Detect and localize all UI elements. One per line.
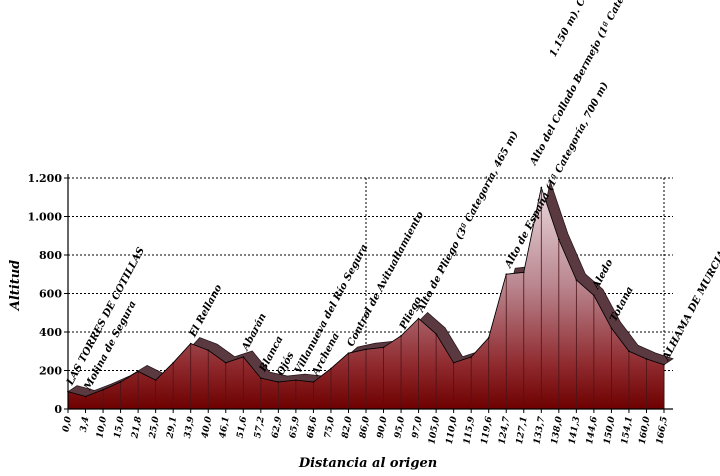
waypoint-label-5: Ojós [275,350,296,377]
x-tick-label-17: 86,0 [358,415,372,439]
data-point-31 [610,327,613,329]
data-point-28 [558,238,560,241]
x-tick-label-24: 119,6 [480,415,495,445]
data-point-27 [540,186,543,189]
data-point-29 [575,279,578,281]
x-tick-label-6: 29,1 [165,416,179,440]
x-tick-label-23: 115,9 [462,415,477,445]
x-tick-label-30: 144,6 [585,415,600,445]
data-point-34 [663,363,665,366]
waypoint-label-16: ALHAMA DE MURCIA [660,249,720,363]
data-point-7 [189,342,192,345]
waypoint-label-15: Totana [608,285,635,324]
x-tick-label-21: 105,0 [427,415,442,445]
y-tick-label-6: 1.200 [28,172,63,185]
waypoint-label-12: Alto del Collado Bermejo (1ª Categoría, [528,0,642,168]
y-axis-title: Altitud [8,260,23,313]
x-tick-label-29: 141,3 [568,416,583,445]
waypoint-label-3: Abarán [240,312,269,354]
data-point-8 [207,349,210,352]
data-point-32 [628,350,630,353]
x-tick-label-8: 40,0 [201,415,215,439]
x-tick-label-4: 21,8 [130,415,144,440]
waypoint-label-2: El Rellano [187,283,224,340]
x-axis-title: Distancia al origen [298,456,437,471]
data-point-20 [417,317,420,320]
area-fill [67,186,665,410]
x-tick-label-19: 95,0 [393,415,407,439]
x-tick-label-27: 133,7 [533,415,548,445]
x-tick-label-22: 110,0 [445,415,460,445]
x-tick-label-14: 68,6 [306,415,320,439]
x-tick-label-32: 154,1 [620,416,635,445]
data-point-10 [242,356,245,358]
x-tick-label-2: 10,0 [95,415,109,439]
data-point-15 [330,367,332,370]
data-point-17 [365,348,367,351]
data-point-5 [154,379,157,381]
data-point-2 [102,388,104,391]
y-tick-label-2: 400 [39,326,62,339]
x-tick-label-20: 97,0 [411,415,425,439]
data-point-4 [137,370,139,373]
data-point-6 [172,362,174,364]
data-point-24 [487,336,490,339]
waypoint-label-0: LAS TORRES DE COTILLAS [64,246,147,388]
waypoint-label-14: Aledo [590,257,615,291]
data-point-30 [593,294,595,297]
x-tick-label-3: 15,0 [113,415,127,439]
x-tick-label-9: 46,1 [218,416,232,439]
data-point-16 [347,352,350,354]
data-point-33 [645,358,648,360]
x-tick-labels: 0,0 3,4 10,0 15,0 21,8 25,0 29,1 33,9 40,0 46,1 51… [61,415,670,445]
x-tick-label-18: 90,0 [376,415,390,439]
y-tick-label-3: 600 [39,288,62,301]
x-tick-label-7: 33,9 [183,415,197,439]
data-point-13 [295,379,297,381]
x-tick-label-1: 3,4 [79,416,92,433]
x-tick-label-33: 160,0 [638,415,653,445]
data-point-22 [452,362,455,364]
y-tick-label-5: 1.000 [28,211,63,224]
data-point-26 [522,271,525,274]
x-tick-label-11: 57,2 [253,416,267,439]
data-point-12 [277,381,280,383]
axes [64,174,673,413]
x-tick-label-25: 124,7 [497,415,512,445]
x-tick-label-15: 75,0 [323,415,337,439]
data-point-23 [470,356,472,358]
x-tick-label-5: 25,0 [148,415,162,440]
x-tick-label-10: 51,6 [236,415,250,439]
x-tick-label-26: 127,1 [515,416,530,445]
data-point-3 [119,381,122,383]
x-tick-label-31: 150,0 [603,415,618,445]
data-point-19 [400,335,402,337]
x-tick-label-28: 138,0 [550,415,565,445]
data-point-25 [505,273,508,276]
y-tick-label-4: 800 [39,249,62,262]
data-point-1 [84,395,87,398]
data-point-14 [312,381,315,383]
y-tick-label-0: 0 [54,403,62,416]
x-tick-label-34: 166,5 [655,416,670,445]
x-tick-label-12: 62,9 [271,415,285,439]
x-tick-label-16: 82,0 [341,415,355,439]
data-point-21 [435,333,437,335]
data-point-11 [260,377,262,380]
data-point-18 [382,346,385,349]
plot-area [67,180,674,410]
data-point-9 [224,362,227,364]
x-tick-label-13: 65,9 [288,415,302,439]
y-tick-label-1: 200 [39,365,62,378]
x-tick-label-0: 0,0 [61,415,74,433]
y-tick-labels: 0 200 400 600 800 1.000 1.200 [28,172,63,416]
